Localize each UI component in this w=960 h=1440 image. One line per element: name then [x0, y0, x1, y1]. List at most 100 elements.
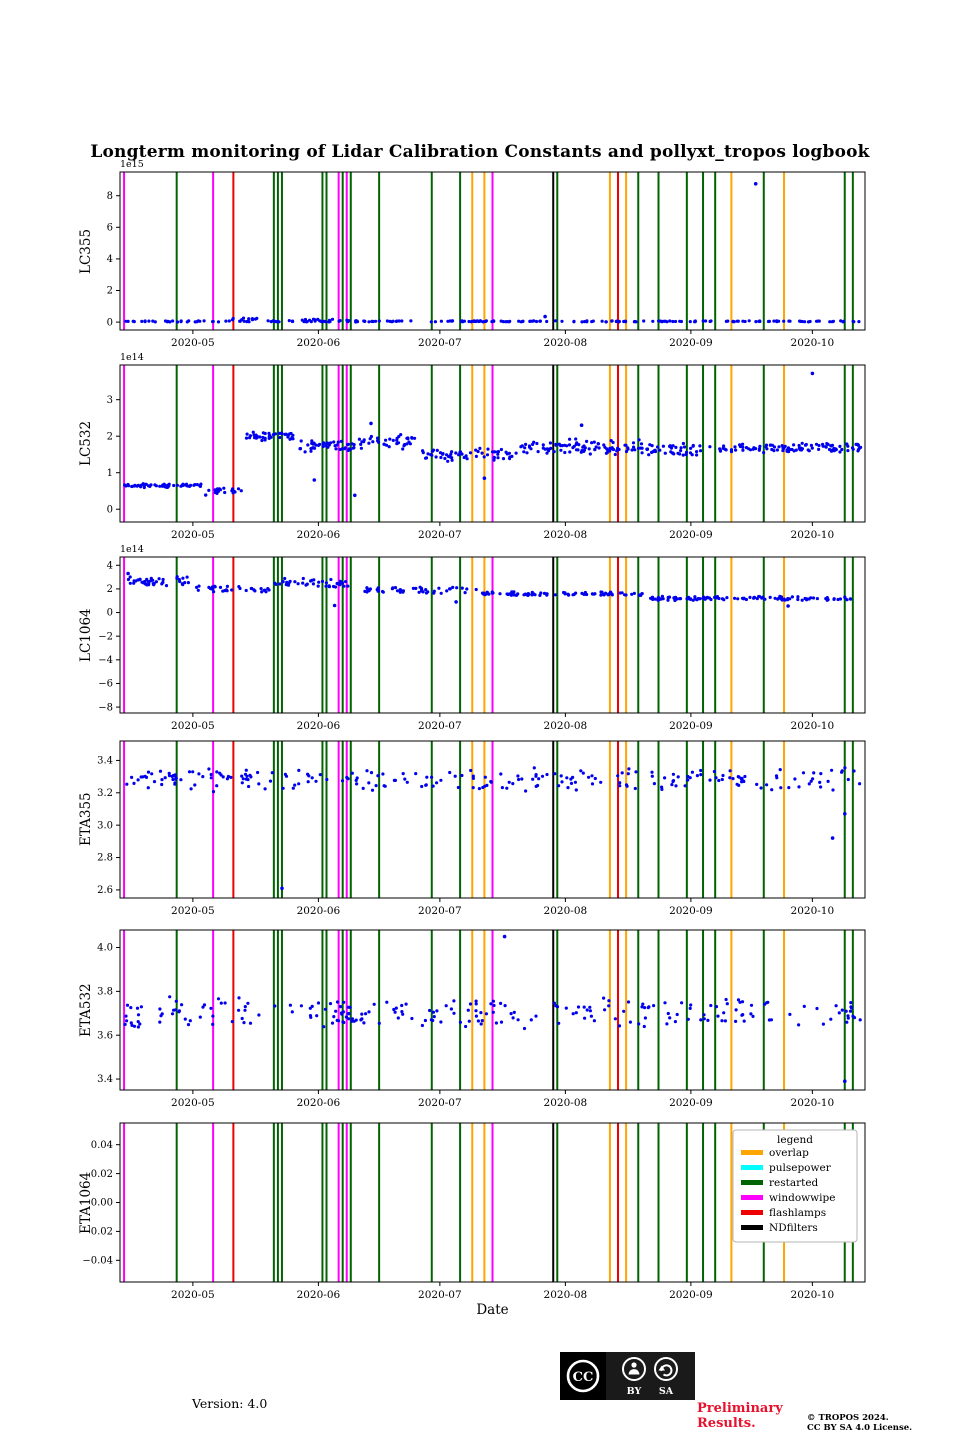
scatter-point: [385, 319, 389, 323]
scatter-point: [590, 592, 594, 596]
y-tick-label: 4: [107, 254, 113, 265]
y-tick-label: −8: [98, 702, 113, 713]
y-tick-label: 0: [107, 608, 113, 619]
scatter-point: [640, 451, 644, 455]
scatter-point: [372, 1002, 376, 1006]
y-tick-label: −0.04: [82, 1256, 113, 1267]
scatter-point: [592, 1019, 596, 1023]
scatter-point: [435, 1009, 439, 1013]
y-tick-label: 0.00: [91, 1198, 113, 1209]
scatter-point: [331, 584, 336, 589]
legend-label: flashlamps: [769, 1207, 826, 1219]
scatter-point: [260, 590, 264, 594]
scatter-point: [326, 441, 330, 446]
scatter-point: [340, 779, 345, 783]
scatter-point: [755, 597, 759, 601]
scatter-point: [649, 596, 653, 600]
by-person-icon: [622, 1357, 646, 1381]
scatter-point: [660, 787, 664, 791]
scatter-point: [439, 778, 443, 782]
scatter-point: [593, 447, 597, 451]
scatter-point: [256, 770, 260, 775]
y-tick-label: 3: [107, 395, 113, 406]
scatter-point: [152, 780, 157, 784]
y-tick-label: 2: [107, 431, 113, 442]
x-tick-label: 2020-08: [544, 720, 588, 732]
scatter-point: [303, 450, 307, 454]
scatter-point: [316, 317, 320, 321]
scatter-point: [242, 319, 246, 323]
scatter-point: [180, 1003, 184, 1007]
scatter-point: [674, 784, 678, 788]
scatter-point: [474, 448, 478, 452]
scatter-point: [309, 449, 313, 453]
scatter-point: [314, 443, 318, 447]
scatter-point: [716, 1014, 720, 1018]
scatter-outlier: [579, 423, 584, 427]
scatter-point: [688, 1006, 692, 1010]
scatter-point: [403, 443, 407, 447]
scatter-point: [841, 320, 846, 324]
scatter-point: [401, 589, 405, 593]
scatter-point: [581, 771, 585, 775]
scatter-point: [708, 445, 712, 449]
scatter-point: [557, 1021, 561, 1025]
scatter-point: [432, 589, 436, 593]
scatter-point: [523, 446, 527, 450]
scatter-point: [359, 1018, 363, 1022]
scatter-point: [174, 776, 178, 780]
scatter-point: [571, 446, 575, 450]
scatter-point: [224, 319, 228, 323]
scatter-point: [681, 441, 686, 446]
scatter-point: [219, 1001, 223, 1005]
scatter-point: [673, 319, 678, 324]
scatter-point: [740, 1000, 745, 1004]
scatter-point: [321, 444, 325, 449]
scatter-point: [424, 591, 429, 595]
scatter-point: [731, 320, 735, 324]
scatter-point: [391, 319, 395, 323]
scatter-point: [733, 445, 737, 449]
scatter-point: [434, 455, 438, 459]
scatter-point: [170, 1012, 175, 1016]
scatter-point: [511, 1016, 515, 1020]
scatter-point: [572, 592, 576, 596]
scatter-point: [163, 776, 167, 780]
scatter-point: [508, 455, 512, 459]
scatter-point: [712, 769, 717, 774]
scatter-point: [593, 776, 597, 781]
x-tick-label: 2020-09: [669, 905, 713, 917]
scatter-point: [125, 1019, 129, 1023]
subplot-eta532: 3.4 3.6 3.8 4.0 2020-05 2020-06 2020-07 2020-08…: [97, 929, 866, 1109]
scatter-point: [741, 445, 745, 449]
scatter-point: [351, 446, 355, 450]
scatter-point: [189, 787, 193, 791]
scatter-point: [338, 583, 342, 587]
scatter-point: [675, 597, 679, 601]
scatter-point: [365, 769, 369, 773]
scatter-point: [737, 783, 741, 787]
scatter-point: [510, 592, 514, 596]
scatter-point: [237, 585, 241, 589]
scatter-point: [493, 450, 497, 454]
scatter-point: [403, 777, 407, 781]
scatter-point: [818, 780, 822, 784]
y-tick-label: 3.4: [97, 1074, 113, 1085]
scatter-point: [244, 436, 249, 440]
scatter-point: [620, 771, 624, 775]
legend-label: NDfilters: [769, 1222, 818, 1234]
scatter-point: [699, 768, 703, 773]
scatter-point: [626, 446, 630, 450]
cc-icon: CC: [566, 1359, 600, 1393]
scatter-point: [355, 776, 359, 780]
scatter-point: [718, 447, 722, 451]
scatter-point: [674, 445, 678, 449]
scatter-point: [590, 782, 595, 786]
subplot-lc532: 0 1 2 3 2020-05 2020-06 2020-07 2020-08 2020-09 2…: [107, 352, 866, 541]
scatter-point: [454, 451, 458, 455]
scatter-point: [650, 774, 654, 778]
scatter-point: [309, 1015, 313, 1019]
scatter-point: [821, 1022, 826, 1026]
scatter-point: [401, 772, 405, 776]
scatter-point: [400, 319, 404, 323]
